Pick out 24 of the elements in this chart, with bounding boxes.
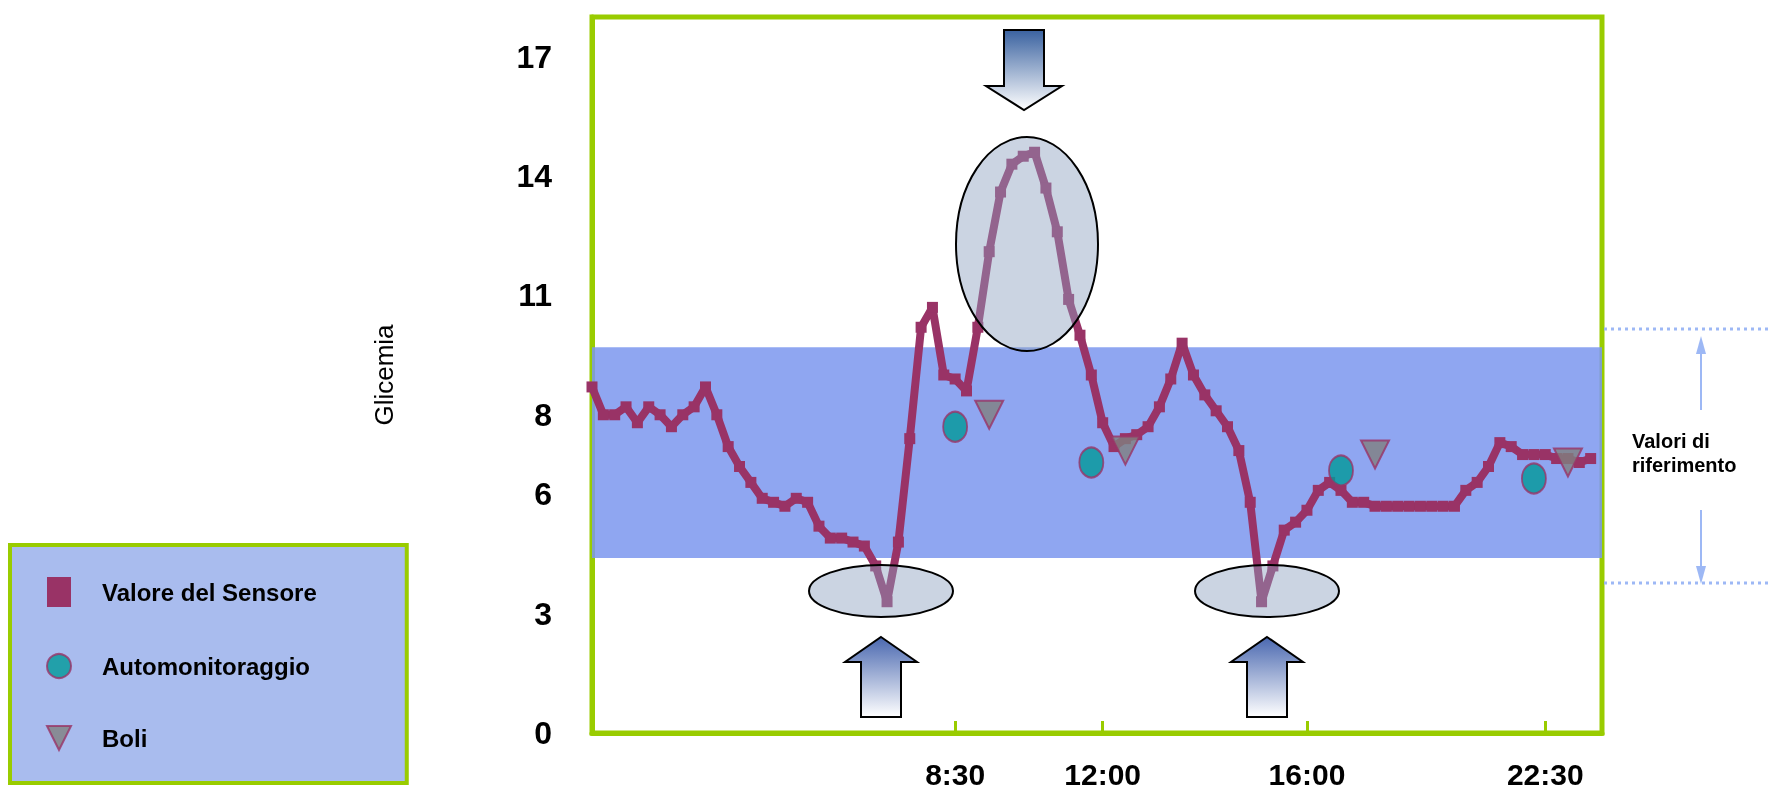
point [1110, 435, 1141, 466]
y-tick-label: 14 [516, 158, 553, 195]
x-tick-label: 8:30 [925, 757, 986, 791]
point [1078, 446, 1105, 479]
point [1552, 447, 1583, 478]
y-tick-label: 8 [534, 396, 552, 433]
x-tick-label: 16:00 [1268, 757, 1346, 791]
y-tick-label: 17 [516, 38, 552, 75]
point [1360, 439, 1391, 470]
point [942, 410, 969, 443]
y-tick-label: 6 [534, 476, 552, 513]
band-label: Valori di riferimento [1632, 429, 1737, 476]
x-tick-label: 12:00 [1064, 757, 1142, 791]
point [1520, 462, 1547, 495]
point [974, 399, 1005, 430]
legend-label: Valore del Sensore [102, 578, 317, 606]
y-tick-label: 11 [518, 277, 552, 314]
legend-label: Boli [102, 724, 148, 752]
point [1328, 454, 1354, 487]
y-tick-label: 3 [534, 595, 552, 632]
legend-label: Automonitoraggio [102, 652, 310, 680]
y-tick-label: 0 [534, 715, 552, 751]
y-axis-title: Glicemia [369, 323, 399, 426]
x-tick-label: 22:30 [1506, 757, 1584, 791]
